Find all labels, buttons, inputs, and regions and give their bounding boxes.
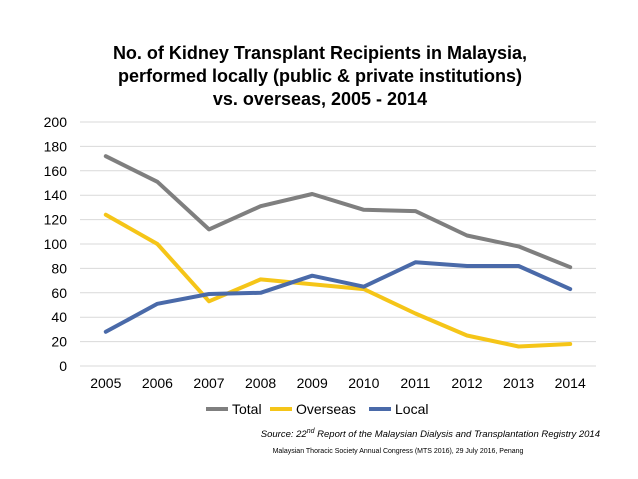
chart-title-line-2: performed locally (public & private inst… — [118, 66, 522, 86]
data-series — [103, 154, 573, 349]
y-tick-label: 180 — [44, 138, 68, 154]
x-tick-label: 2008 — [245, 375, 276, 391]
y-tick-label: 60 — [51, 285, 67, 301]
legend-label-total: Total — [232, 401, 262, 417]
x-tick-label: 2009 — [297, 375, 328, 391]
y-tick-label: 120 — [44, 212, 68, 228]
y-tick-label: 200 — [44, 114, 68, 130]
y-axis-tick-labels: 0 20 40 60 80 100 120 140 160 180 200 — [44, 114, 68, 374]
y-tick-label: 160 — [44, 163, 68, 179]
series-line-total — [103, 154, 573, 270]
x-tick-label: 2013 — [503, 375, 534, 391]
gridlines — [80, 121, 596, 367]
source-superscript: nd — [307, 428, 316, 435]
y-tick-label: 20 — [51, 334, 67, 350]
x-tick-label: 2011 — [400, 375, 430, 391]
footer-note: Malaysian Thoracic Society Annual Congre… — [273, 448, 524, 455]
chart-title-line-3: vs. overseas, 2005 - 2014 — [213, 89, 427, 109]
source-suffix: Report of the Malaysian Dialysis and Tra… — [315, 429, 601, 440]
x-tick-label: 2010 — [348, 375, 379, 391]
x-tick-label: 2006 — [142, 375, 173, 391]
source-note: Source: 22nd Report of the Malaysian Dia… — [261, 428, 600, 440]
y-tick-label: 40 — [51, 309, 67, 325]
y-tick-label: 100 — [44, 236, 68, 252]
y-tick-label: 140 — [44, 187, 68, 203]
chart-title: No. of Kidney Transplant Recipients in M… — [113, 43, 527, 109]
x-tick-label: 2005 — [90, 375, 121, 391]
chart-title-line-1: No. of Kidney Transplant Recipients in M… — [113, 43, 527, 63]
x-axis-tick-labels: 2005 2006 2007 2008 2009 2010 2011 2012 2013 2014 — [90, 375, 586, 391]
legend-label-overseas: Overseas — [296, 401, 356, 417]
series-line-local — [103, 260, 573, 334]
x-tick-label: 2014 — [555, 375, 586, 391]
y-tick-label: 80 — [51, 260, 67, 276]
series-line-overseas — [103, 212, 573, 349]
y-tick-label: 0 — [59, 358, 67, 374]
x-tick-label: 2007 — [193, 375, 224, 391]
chart-legend: Total Overseas Local — [206, 401, 428, 417]
legend-label-local: Local — [395, 401, 428, 417]
x-tick-label: 2012 — [451, 375, 482, 391]
source-prefix: Source: 22 — [261, 429, 308, 440]
